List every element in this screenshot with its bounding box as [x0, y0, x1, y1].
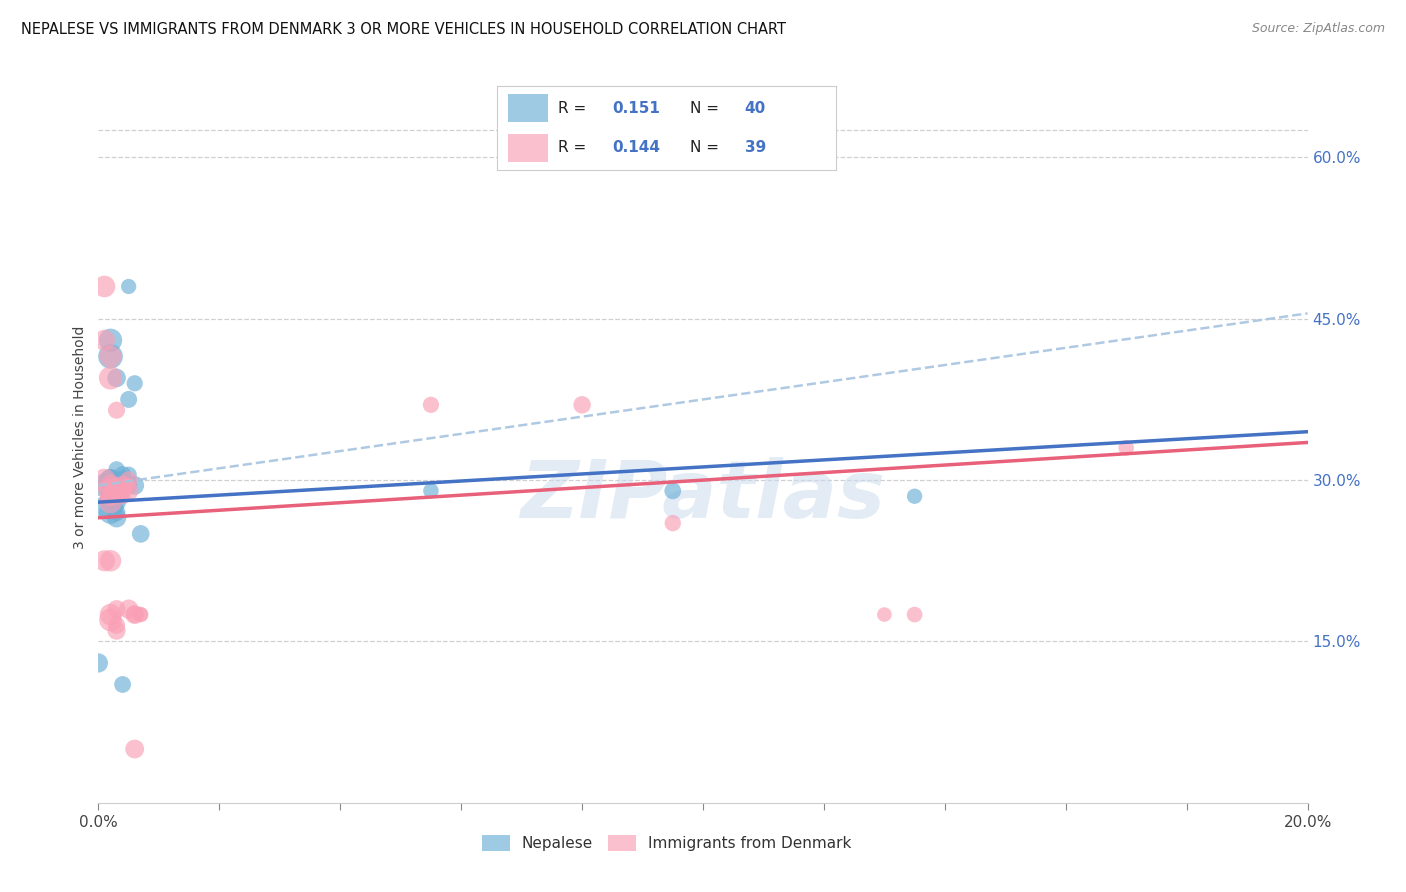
Point	[105, 473, 128, 487]
Legend: Nepalese, Immigrants from Denmark: Nepalese, Immigrants from Denmark	[477, 829, 858, 857]
Point	[111, 478, 134, 492]
Point	[571, 398, 593, 412]
Point	[100, 554, 122, 568]
Point	[105, 602, 128, 616]
Point	[100, 473, 122, 487]
Point	[118, 602, 141, 616]
Point	[111, 483, 134, 498]
Point	[111, 467, 134, 482]
Point	[904, 489, 927, 503]
Point	[105, 505, 128, 519]
Point	[111, 478, 134, 492]
Point	[100, 478, 122, 492]
Point	[105, 618, 128, 632]
Y-axis label: 3 or more Vehicles in Household: 3 or more Vehicles in Household	[73, 326, 87, 549]
Point	[661, 516, 683, 530]
Point	[100, 350, 122, 364]
Point	[100, 613, 122, 627]
Text: Source: ZipAtlas.com: Source: ZipAtlas.com	[1251, 22, 1385, 36]
Point	[129, 607, 152, 622]
Point	[111, 489, 134, 503]
Point	[124, 742, 146, 756]
Point	[105, 478, 128, 492]
Point	[111, 473, 134, 487]
Point	[118, 467, 141, 482]
Point	[93, 478, 115, 492]
Point	[105, 494, 128, 508]
Point	[111, 677, 134, 691]
Point	[129, 527, 152, 541]
Point	[100, 483, 122, 498]
Point	[100, 350, 122, 364]
Point	[873, 607, 896, 622]
Point	[100, 494, 122, 508]
Point	[124, 607, 146, 622]
Point	[105, 483, 128, 498]
Point	[661, 483, 683, 498]
Point	[904, 607, 927, 622]
Point	[105, 483, 128, 498]
Point	[111, 483, 134, 498]
Point	[118, 478, 141, 492]
Point	[100, 489, 122, 503]
Point	[420, 483, 443, 498]
Point	[93, 500, 115, 514]
Point	[105, 371, 128, 385]
Point	[111, 478, 134, 492]
Point	[118, 279, 141, 293]
Point	[93, 554, 115, 568]
Text: NEPALESE VS IMMIGRANTS FROM DENMARK 3 OR MORE VEHICLES IN HOUSEHOLD CORRELATION : NEPALESE VS IMMIGRANTS FROM DENMARK 3 OR…	[21, 22, 786, 37]
Point	[100, 473, 122, 487]
Point	[93, 473, 115, 487]
Point	[100, 483, 122, 498]
Point	[105, 510, 128, 524]
Point	[87, 656, 110, 670]
Text: ZIPatlas: ZIPatlas	[520, 457, 886, 534]
Point	[1115, 441, 1137, 455]
Point	[105, 462, 128, 476]
Point	[105, 403, 128, 417]
Point	[105, 489, 128, 503]
Point	[100, 494, 122, 508]
Point	[105, 478, 128, 492]
Point	[105, 489, 128, 503]
Point	[111, 478, 134, 492]
Point	[105, 473, 128, 487]
Point	[118, 483, 141, 498]
Point	[100, 607, 122, 622]
Point	[118, 473, 141, 487]
Point	[124, 607, 146, 622]
Point	[118, 478, 141, 492]
Point	[93, 333, 115, 347]
Point	[124, 376, 146, 391]
Point	[111, 473, 134, 487]
Point	[105, 500, 128, 514]
Point	[100, 505, 122, 519]
Point	[93, 279, 115, 293]
Point	[100, 371, 122, 385]
Point	[129, 607, 152, 622]
Point	[118, 392, 141, 407]
Point	[420, 398, 443, 412]
Point	[100, 333, 122, 347]
Point	[105, 624, 128, 638]
Point	[105, 473, 128, 487]
Point	[124, 478, 146, 492]
Point	[100, 478, 122, 492]
